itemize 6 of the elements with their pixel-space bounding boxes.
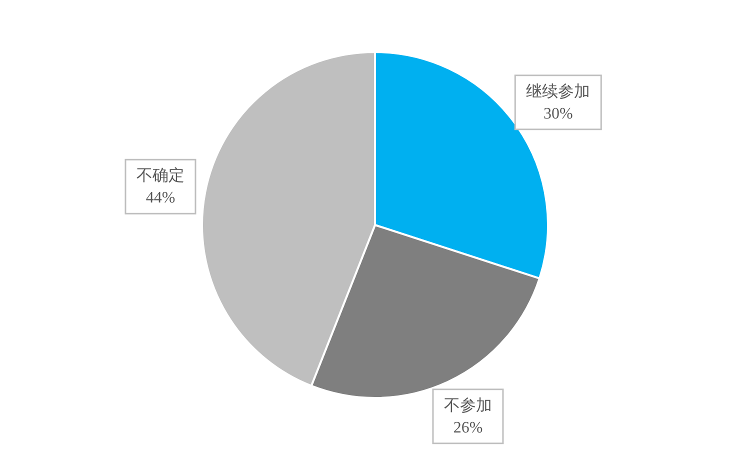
data-label: 26% bbox=[453, 419, 483, 436]
data-label: 44% bbox=[146, 190, 176, 207]
slice-label: 不确定 bbox=[136, 166, 184, 185]
slice-label: 不参加 bbox=[444, 396, 492, 414]
data-label: 30% bbox=[543, 105, 573, 122]
slice-label: 继续参加 bbox=[526, 82, 590, 100]
